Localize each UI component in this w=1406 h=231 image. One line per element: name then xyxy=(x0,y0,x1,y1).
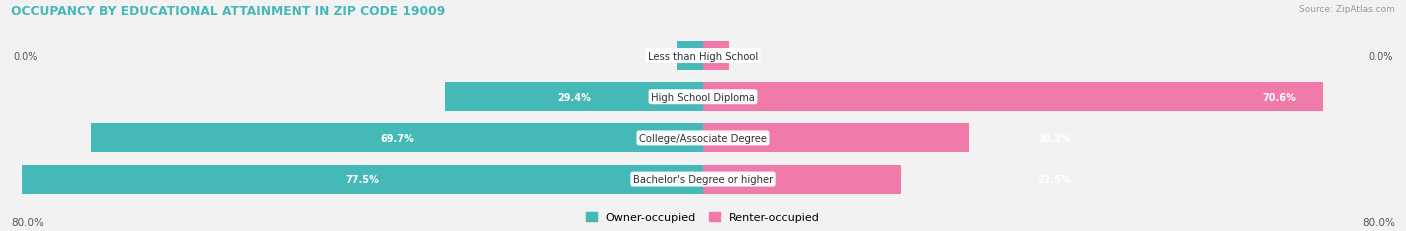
Legend: Owner-occupied, Renter-occupied: Owner-occupied, Renter-occupied xyxy=(582,208,824,225)
Bar xyxy=(444,83,703,112)
Text: High School Diploma: High School Diploma xyxy=(651,92,755,102)
Bar xyxy=(703,124,969,153)
Text: 80.0%: 80.0% xyxy=(11,217,44,227)
Text: OCCUPANCY BY EDUCATIONAL ATTAINMENT IN ZIP CODE 19009: OCCUPANCY BY EDUCATIONAL ATTAINMENT IN Z… xyxy=(11,5,446,18)
Text: 77.5%: 77.5% xyxy=(346,174,380,184)
Bar xyxy=(703,83,1323,112)
Text: Less than High School: Less than High School xyxy=(648,51,758,61)
Text: College/Associate Degree: College/Associate Degree xyxy=(638,133,768,143)
Text: Bachelor's Degree or higher: Bachelor's Degree or higher xyxy=(633,174,773,184)
Bar xyxy=(703,42,730,71)
Bar xyxy=(703,165,901,194)
Text: 22.5%: 22.5% xyxy=(1038,174,1071,184)
Bar xyxy=(22,165,703,194)
Text: 29.4%: 29.4% xyxy=(557,92,591,102)
Bar xyxy=(90,124,703,153)
Text: Source: ZipAtlas.com: Source: ZipAtlas.com xyxy=(1299,5,1395,14)
Text: 69.7%: 69.7% xyxy=(380,133,413,143)
Text: 0.0%: 0.0% xyxy=(13,51,38,61)
Text: 0.0%: 0.0% xyxy=(1368,51,1393,61)
Text: 30.3%: 30.3% xyxy=(1038,133,1071,143)
Text: 70.6%: 70.6% xyxy=(1263,92,1296,102)
Text: 80.0%: 80.0% xyxy=(1362,217,1395,227)
Bar xyxy=(676,42,703,71)
